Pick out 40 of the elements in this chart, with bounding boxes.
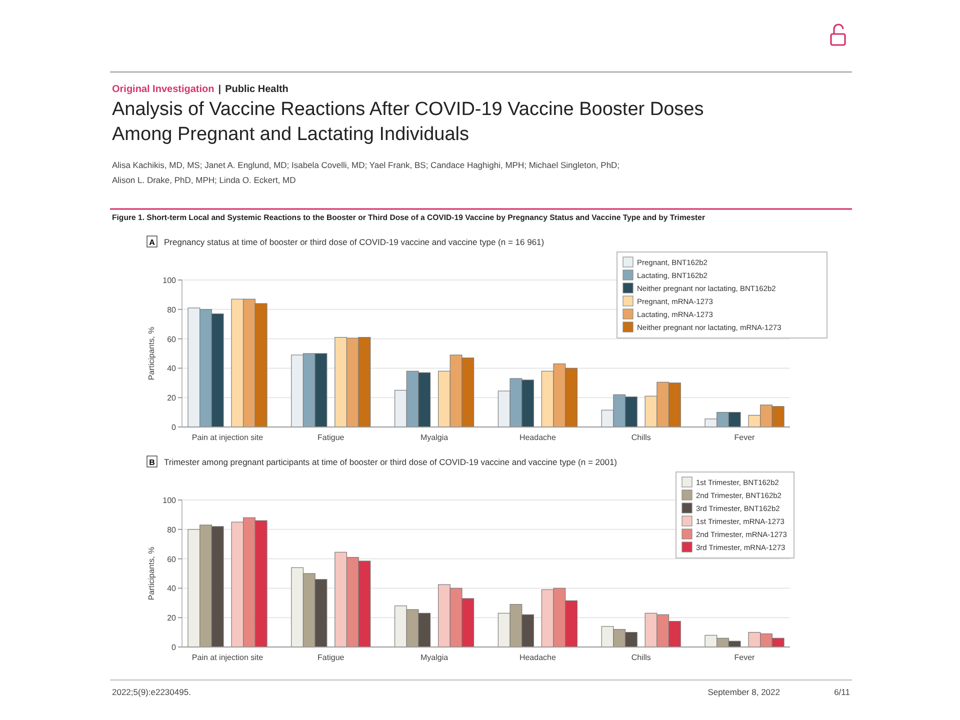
text: Original Investigation — [112, 84, 214, 95]
x-tick-label: Fever — [734, 653, 756, 662]
x-tick-label: Myalgia — [420, 433, 449, 442]
y-tick-label: 40 — [167, 364, 177, 374]
y-tick-label: 60 — [167, 554, 177, 564]
y-axis-title: Participants, % — [147, 326, 156, 380]
text: Alisa Kachikis, MD, MS; Janet A. Englund, MD; Isabela Covelli, MD; Yael Frank, BS; Candace Haghighi, MPH; Michael Singleton, PhD; — [112, 160, 620, 170]
text: | — [218, 84, 222, 95]
y-tick-label: 80 — [167, 525, 177, 534]
text: Alison L. Drake, PhD, MPH; Linda O. Eckert, MD — [112, 175, 296, 185]
y-tick-label: 80 — [167, 305, 177, 314]
chart-title: Pregnancy status at time of booster or third dose of COVID-19 vaccine and vaccine type (n = 16 961) — [164, 237, 544, 247]
text: B — [149, 458, 156, 467]
y-tick-label: 20 — [167, 614, 177, 623]
x-tick-label: Myalgia — [420, 653, 449, 662]
text: A — [149, 238, 156, 247]
text: Analysis of Vaccine Reactions After COVID-19 Vaccine Booster Doses — [112, 99, 704, 120]
text: Public Health — [225, 84, 288, 95]
y-tick-label: 60 — [167, 334, 177, 344]
chart-title: Trimester among pregnant participants at time of booster or third dose of COVID-19 vaccine and vaccine type (n = 2001) — [164, 457, 618, 467]
y-tick-label: 0 — [172, 423, 177, 432]
y-tick-label: 40 — [167, 584, 177, 594]
y-tick-label: 0 — [172, 643, 177, 652]
x-tick-label: Fatigue — [318, 653, 345, 662]
x-tick-label: Pain at injection site — [192, 653, 264, 662]
x-tick-label: Headache — [519, 433, 556, 442]
x-tick-label: Chills — [631, 433, 651, 442]
x-tick-label: Chills — [631, 653, 651, 662]
x-tick-label: Fatigue — [318, 433, 345, 442]
y-tick-label: 100 — [162, 276, 177, 285]
y-tick-label: 100 — [162, 496, 177, 505]
x-tick-label: Pain at injection site — [192, 433, 264, 442]
x-tick-label: Headache — [519, 653, 556, 662]
text: September 8, 2022 — [708, 687, 780, 697]
x-tick-label: Fever — [734, 433, 756, 442]
text: 2022;5(9):e2230495. — [112, 687, 191, 697]
text: Among Pregnant and Lactating Individuals — [112, 124, 470, 145]
text: 6/11 — [834, 687, 850, 697]
y-tick-label: 20 — [167, 394, 177, 403]
y-axis-title: Participants, % — [147, 546, 156, 600]
